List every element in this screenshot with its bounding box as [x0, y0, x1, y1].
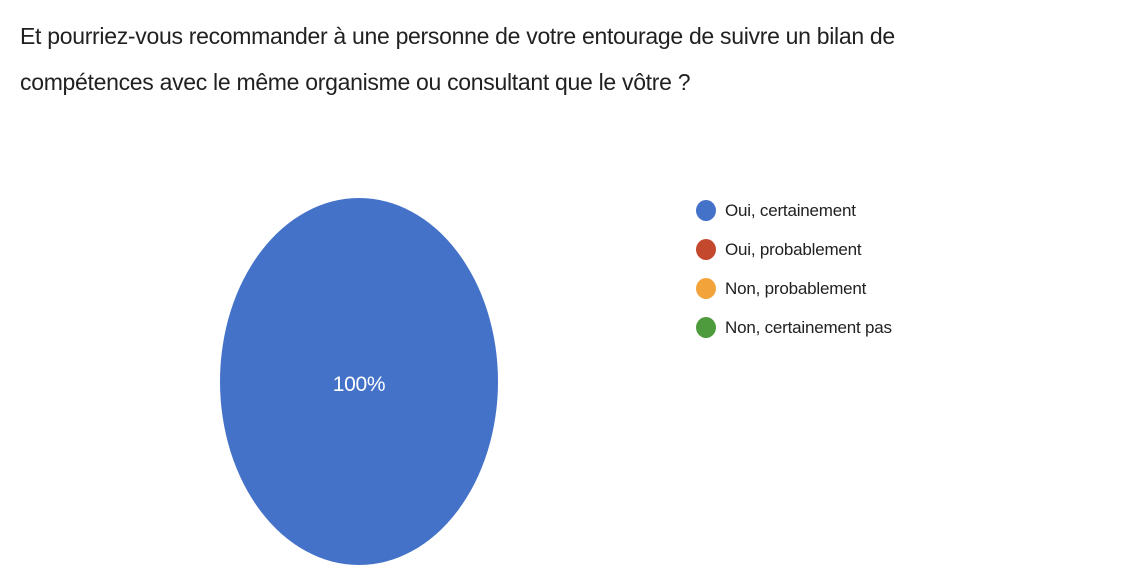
legend-marker-green-icon — [696, 317, 716, 338]
legend-item-oui-certainement: Oui, certainement — [696, 200, 892, 221]
legend-label: Oui, probablement — [725, 239, 862, 259]
pie-slice-percentage-label: 100% — [332, 372, 386, 396]
legend-marker-red-icon — [696, 239, 716, 260]
legend-marker-blue-icon — [696, 200, 716, 221]
pie-slice-oui-certainement[interactable]: 100% — [220, 198, 498, 565]
legend-marker-orange-icon — [696, 278, 716, 299]
legend-label: Oui, certainement — [725, 200, 856, 220]
legend-label: Non, certainement pas — [725, 317, 892, 337]
chart-legend: Oui, certainement Oui, probablement Non,… — [696, 200, 892, 356]
legend-item-oui-probablement: Oui, probablement — [696, 239, 892, 260]
legend-item-non-certainement-pas: Non, certainement pas — [696, 317, 892, 338]
legend-label: Non, probablement — [725, 278, 867, 298]
legend-item-non-probablement: Non, probablement — [696, 278, 892, 299]
chart-title: Et pourriez-vous recommander à une perso… — [20, 23, 895, 95]
